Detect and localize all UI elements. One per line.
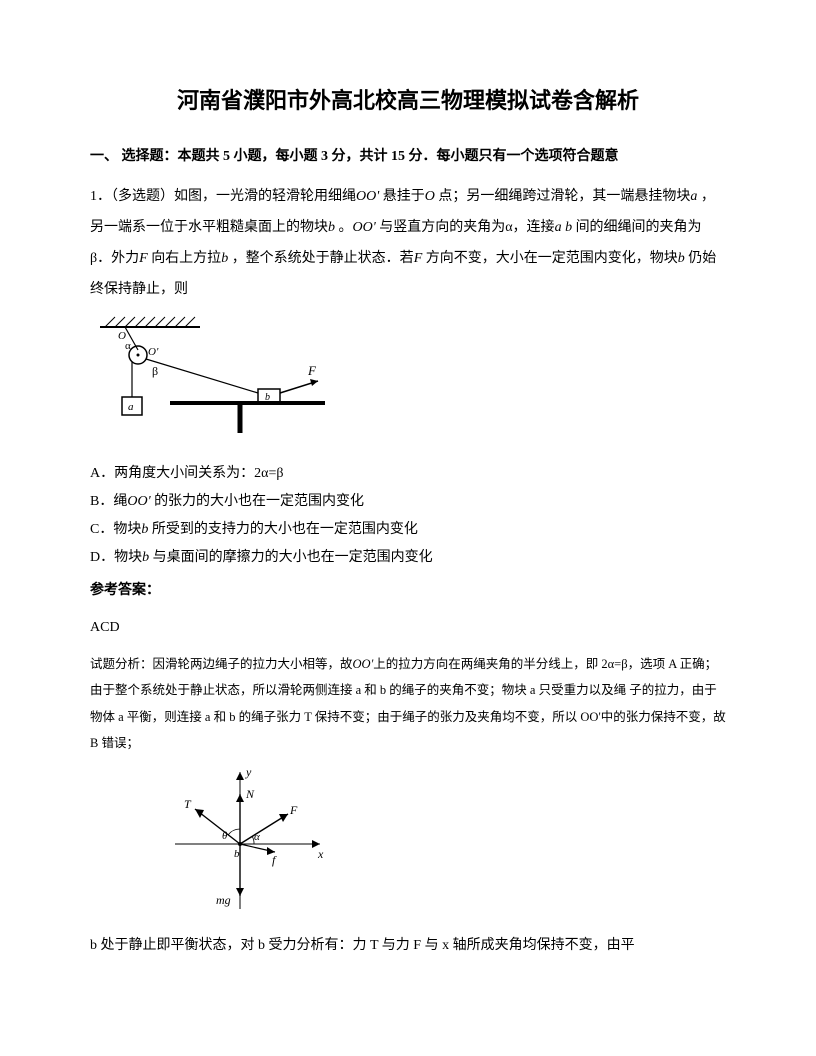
opt-text: 的张力的大小也在一定范围内变化 xyxy=(151,494,365,509)
label-F: F xyxy=(307,363,317,378)
label-alpha: α xyxy=(125,340,131,352)
opt-text: D．物块 xyxy=(90,550,142,565)
axis-y: y xyxy=(245,765,252,779)
label-T: T xyxy=(184,797,192,811)
label-a: a xyxy=(128,401,134,413)
q1-text: 方向不变，大小在一定范围内变化，物块 xyxy=(422,251,678,266)
label-b: b xyxy=(265,392,270,403)
expr-b: b xyxy=(328,220,335,235)
q1-text: 1．（多选题）如图，一光滑的轻滑轮用细绳 xyxy=(90,189,356,204)
q1-text: 点；另一细绳跨过滑轮，其一端悬挂物块 xyxy=(435,189,691,204)
q1-text: 与竖直方向的夹角为α，连接 xyxy=(376,220,555,235)
option-B: B．绳OO' 的张力的大小也在一定范围内变化 xyxy=(90,488,726,516)
expr-OO: OO' xyxy=(353,657,374,671)
expr-OO: OO' xyxy=(353,220,376,235)
analysis-block: 试题分析：因滑轮两边绳子的拉力大小相等，故OO'上的拉力方向在两绳夹角的半分线上… xyxy=(90,651,726,756)
label-N: N xyxy=(245,787,255,801)
option-D: D．物块b 与桌面间的摩擦力的大小也在一定范围内变化 xyxy=(90,544,726,572)
label-f: f xyxy=(272,853,277,867)
analysis-text: 上的拉力方向在两绳夹角的半分线上，即 2α=β，选项 xyxy=(373,657,665,671)
opt-text: B．绳 xyxy=(90,494,127,509)
opt-text: 所受到的支持力的大小也在一定范围内变化 xyxy=(148,522,418,537)
expr-b: b xyxy=(678,251,685,266)
expr-F: F xyxy=(414,251,423,266)
q1-text: 悬挂于 xyxy=(379,189,425,204)
opt-text: 与桌面间的摩擦力的大小也在一定范围内变化 xyxy=(149,550,433,565)
label-theta: θ xyxy=(222,830,228,842)
expr-F: F xyxy=(139,251,148,266)
label-F2: F xyxy=(289,803,298,817)
question-1-body: 1．（多选题）如图，一光滑的轻滑轮用细绳OO' 悬挂于O 点；另一细绳跨过滑轮，… xyxy=(90,182,726,305)
analysis-text: 试题分析：因滑轮两边绳子的拉力大小相等，故 xyxy=(90,657,353,671)
answer-label: 参考答案： xyxy=(90,578,726,605)
page-title: 河南省濮阳市外高北校高三物理模拟试卷含解析 xyxy=(90,80,726,122)
option-C: C．物块b 所受到的支持力的大小也在一定范围内变化 xyxy=(90,516,726,544)
option-A: A．两角度大小间关系为：2α=β xyxy=(90,460,726,488)
expr-O: O xyxy=(425,189,435,204)
label-b2: b xyxy=(234,848,240,860)
q1-text: 向右上方拉 xyxy=(148,251,222,266)
expr-OO: OO' xyxy=(127,494,150,509)
label-beta: β xyxy=(152,364,158,378)
label-alpha2: α xyxy=(254,831,260,843)
expr-OO: OO' xyxy=(356,189,379,204)
answer-value: ACD xyxy=(90,615,726,642)
section-header: 一、 选择题：本题共 5 小题，每小题 3 分，共计 15 分．每小题只有一个选… xyxy=(90,146,726,168)
axis-x: x xyxy=(317,847,324,861)
q1-text: ，整个系统处于静止状态．若 xyxy=(228,251,414,266)
opt-text: C．物块 xyxy=(90,522,141,537)
figure-pulley: O O' α a β b F xyxy=(90,315,726,446)
label-Op: O' xyxy=(148,346,159,358)
figure-force-diagram: x y b N T F f mg θ α xyxy=(160,764,726,925)
q1-text: 。 xyxy=(335,220,353,235)
expr-ab: a b xyxy=(555,220,573,235)
label-mg: mg xyxy=(216,893,231,907)
closing-paragraph: b 处于静止即平衡状态，对 b 受力分析有：力 T 与力 F 与 x 轴所成夹角… xyxy=(90,933,726,960)
